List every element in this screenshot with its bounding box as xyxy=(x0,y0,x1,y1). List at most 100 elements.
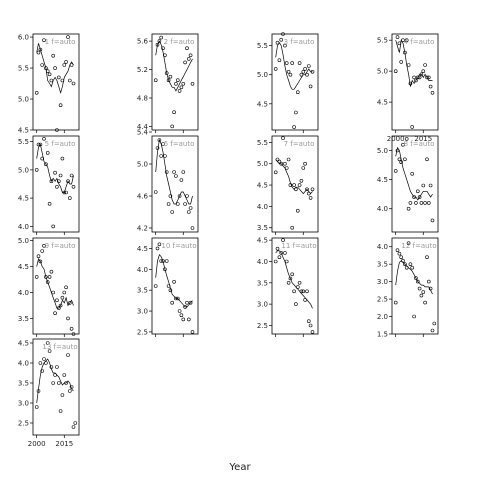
data-point xyxy=(275,157,280,162)
data-point xyxy=(415,75,420,80)
data-point xyxy=(295,285,300,289)
data-point xyxy=(69,385,74,389)
trend-line xyxy=(275,42,313,90)
data-point xyxy=(308,196,313,200)
data-point xyxy=(49,269,54,274)
data-point xyxy=(397,251,402,256)
data-point xyxy=(36,50,41,55)
data-point xyxy=(45,341,50,345)
data-point xyxy=(47,349,52,353)
data-point xyxy=(40,369,45,373)
data-point xyxy=(419,201,424,205)
trend-line xyxy=(395,260,433,295)
data-point xyxy=(277,58,282,63)
data-point xyxy=(425,255,429,260)
data-point xyxy=(176,202,180,206)
panel-frame xyxy=(391,237,439,335)
data-point xyxy=(403,50,407,55)
data-point xyxy=(36,142,41,147)
x-tick-label: 2000 xyxy=(28,440,46,448)
y-tick-label: 4.0 xyxy=(377,205,388,213)
data-point xyxy=(51,290,56,295)
data-point xyxy=(64,381,68,385)
data-point xyxy=(53,373,57,377)
data-point xyxy=(301,289,306,294)
panel-label: 12 f=auto xyxy=(401,242,436,250)
data-point xyxy=(284,166,289,170)
data-point xyxy=(49,78,54,83)
y-tick-label: 4.5 xyxy=(377,176,388,184)
data-point xyxy=(395,248,400,252)
data-point xyxy=(299,289,304,294)
data-point xyxy=(417,75,422,80)
y-tick-label: 4.0 xyxy=(257,203,268,211)
data-point xyxy=(53,311,57,316)
data-point xyxy=(68,301,72,305)
data-point xyxy=(153,78,158,82)
data-point xyxy=(34,275,39,279)
data-point xyxy=(60,393,65,397)
data-point xyxy=(281,136,285,140)
data-point xyxy=(308,323,313,328)
data-point xyxy=(38,47,43,52)
data-point xyxy=(288,276,293,281)
data-point xyxy=(172,170,176,174)
y-tick-label: 5.5 xyxy=(257,42,268,50)
data-point xyxy=(45,69,50,73)
data-point xyxy=(66,35,70,39)
data-point xyxy=(187,57,191,61)
y-tick-label: 4.5 xyxy=(257,182,268,190)
panel-frame xyxy=(271,237,319,335)
data-point xyxy=(179,85,184,90)
data-point xyxy=(286,157,291,162)
y-tick-label: 5.0 xyxy=(257,71,268,79)
data-point xyxy=(36,254,41,259)
data-point xyxy=(395,148,400,153)
panel-frame xyxy=(391,135,439,233)
data-point xyxy=(62,373,67,377)
data-point xyxy=(297,61,302,65)
y-tick-label: 2.0 xyxy=(377,313,388,321)
y-tick-label: 5.5 xyxy=(257,139,268,147)
data-point xyxy=(68,389,72,393)
data-point xyxy=(290,61,295,65)
data-point xyxy=(66,316,70,321)
data-point xyxy=(163,267,167,272)
data-point xyxy=(428,84,433,89)
data-point xyxy=(399,160,404,164)
panel-frame xyxy=(32,135,80,233)
data-point xyxy=(157,242,162,247)
data-point xyxy=(399,60,404,64)
data-point xyxy=(38,142,43,147)
data-point xyxy=(410,265,415,270)
y-tick-label: 2.5 xyxy=(377,296,388,304)
data-point xyxy=(301,70,306,74)
data-point xyxy=(53,170,57,175)
data-point xyxy=(155,42,160,47)
panel-label: 4 f=auto xyxy=(404,38,435,46)
panel-3: 3.5 4.0 4.5 5.0 9 f=auto xyxy=(18,237,80,337)
y-tick-label: 4.0 xyxy=(18,289,29,297)
data-point xyxy=(179,313,184,318)
data-point xyxy=(403,157,407,162)
data-point xyxy=(284,61,289,65)
data-point xyxy=(419,72,424,77)
data-point xyxy=(172,279,176,284)
data-point xyxy=(286,280,291,285)
y-tick-label: 4.0 xyxy=(18,360,29,368)
data-point xyxy=(51,53,56,58)
data-point xyxy=(164,259,169,263)
data-point xyxy=(303,161,307,166)
data-point xyxy=(421,290,426,294)
data-point xyxy=(310,330,315,334)
data-point xyxy=(428,183,433,188)
panel-label: 2 f=auto xyxy=(164,38,195,46)
data-point xyxy=(284,259,289,264)
trend-line xyxy=(395,146,433,201)
y-tick-label: 4.5 xyxy=(18,263,29,271)
data-point xyxy=(419,293,424,298)
data-point xyxy=(42,244,46,248)
data-point xyxy=(401,38,405,43)
data-point xyxy=(71,425,76,429)
data-point xyxy=(166,284,171,288)
